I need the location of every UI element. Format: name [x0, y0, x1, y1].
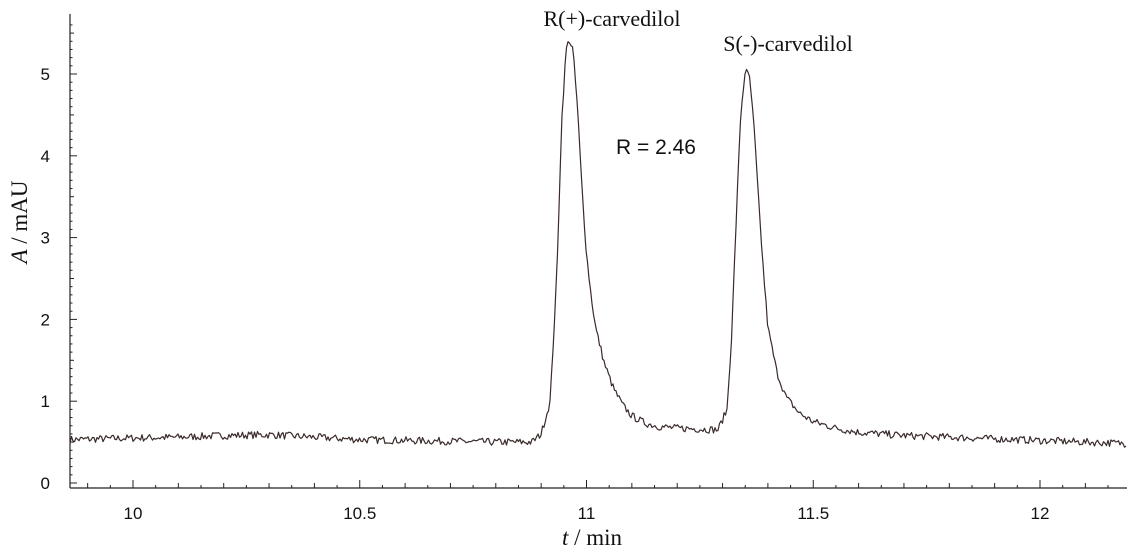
x-axis-title-unit: / min: [568, 525, 622, 550]
x-tick-label: 12: [1031, 504, 1050, 523]
peak-label-s: S(-)-carvedilol: [723, 31, 853, 56]
x-ticks: 10 10.5 11 11.5 12: [87, 480, 1109, 523]
peak-label-r: R(+)-carvedilol: [543, 6, 680, 31]
y-tick-label: 0: [41, 474, 50, 493]
x-axis-title: t / min: [562, 525, 623, 550]
resolution-label: R = 2.46: [616, 136, 696, 159]
y-axis-title: A / mAU: [7, 180, 32, 265]
y-tick-label: 5: [41, 65, 50, 84]
x-tick-label: 11: [578, 504, 596, 523]
y-tick-label: 3: [41, 229, 50, 248]
x-tick-label: 11.5: [797, 504, 829, 523]
x-tick-label: 10.5: [343, 504, 376, 523]
y-tick-label: 1: [41, 392, 50, 411]
x-axis-title-var: t: [562, 525, 569, 550]
series-line: [69, 41, 1127, 448]
y-tick-label: 2: [41, 310, 50, 329]
annotations: R(+)-carvedilol S(-)-carvedilol R = 2.46: [543, 6, 852, 159]
y-ticks: 0 1 2 3 4 5: [41, 24, 77, 493]
y-tick-label: 4: [41, 147, 50, 166]
x-tick-label: 10: [124, 504, 143, 523]
y-axis-title-var: A: [7, 249, 32, 266]
y-axis-title-unit: / mAU: [7, 180, 32, 249]
